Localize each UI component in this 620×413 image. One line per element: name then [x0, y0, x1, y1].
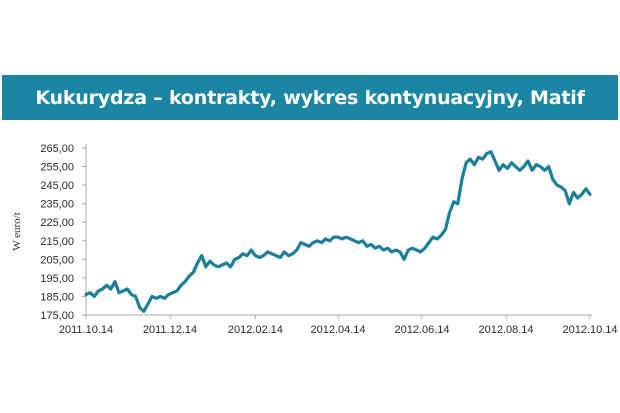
y-tick-label: 175,00	[40, 310, 74, 322]
y-tick-label: 245,00	[40, 180, 74, 192]
x-tick-label: 2011.10.14	[59, 324, 113, 336]
chart-title-banner: Kukurydza – kontrakty, wykres kontynuacy…	[2, 75, 618, 120]
chart-title: Kukurydza – kontrakty, wykres kontynuacy…	[35, 86, 585, 109]
y-tick-label: 235,00	[40, 199, 74, 211]
y-axis-title: W euro/t	[11, 212, 23, 251]
y-tick-label: 225,00	[40, 217, 74, 229]
x-tick-label: 2012.08.14	[478, 324, 533, 336]
y-tick-label: 185,00	[40, 291, 74, 303]
x-tick-label: 2012.10.14	[562, 324, 617, 336]
x-tick-label: 2011.12.14	[143, 324, 197, 336]
y-tick-label: 255,00	[40, 162, 74, 174]
y-tick-label: 265,00	[40, 143, 74, 155]
x-tick-label: 2012.04.14	[310, 324, 365, 336]
y-tick-label: 205,00	[40, 254, 74, 266]
x-tick-label: 2012.02.14	[228, 324, 283, 336]
y-tick-label: 215,00	[40, 236, 74, 248]
y-tick-label: 195,00	[40, 273, 74, 285]
price-series-line	[84, 150, 592, 313]
x-tick-label: 2012.06.14	[394, 324, 449, 336]
